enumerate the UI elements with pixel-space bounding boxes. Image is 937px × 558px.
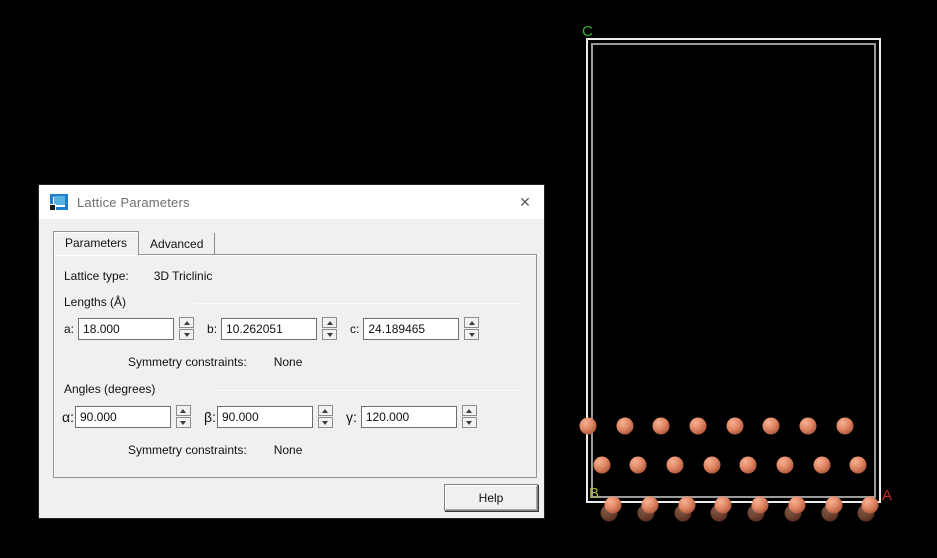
angles-fields-row: α: β: γ: xyxy=(62,405,477,428)
length-b-input[interactable] xyxy=(221,317,318,340)
atom[interactable] xyxy=(762,417,780,435)
atom[interactable] xyxy=(666,456,684,474)
lengths-divider xyxy=(195,303,521,304)
length-c-label: c: xyxy=(350,321,360,336)
atom[interactable] xyxy=(703,456,721,474)
length-a-input[interactable] xyxy=(78,317,175,340)
angle-gamma-label: γ: xyxy=(345,408,357,425)
symmetry-constraints-value: None xyxy=(273,443,303,457)
tab-advanced[interactable]: Advanced xyxy=(139,233,216,254)
atom[interactable] xyxy=(825,496,843,514)
length-c-spinner xyxy=(464,317,480,340)
atom[interactable] xyxy=(799,417,817,435)
angles-symmetry-row: Symmetry constraints: None xyxy=(128,443,302,457)
atom[interactable] xyxy=(641,496,659,514)
atom[interactable] xyxy=(788,496,806,514)
spinner-down-button[interactable] xyxy=(175,417,191,428)
lengths-symmetry-row: Symmetry constraints: None xyxy=(128,355,302,369)
symmetry-constraints-label: Symmetry constraints: xyxy=(128,443,247,457)
atom[interactable] xyxy=(629,456,647,474)
atom[interactable] xyxy=(652,417,670,435)
down-arrow-icon xyxy=(466,420,473,425)
up-arrow-icon xyxy=(322,408,329,413)
atom[interactable] xyxy=(604,496,622,514)
spinner-up-button[interactable] xyxy=(322,317,338,328)
length-c-input[interactable] xyxy=(363,317,460,340)
spinner-down-button[interactable] xyxy=(322,329,338,340)
lattice-cell-front-edges xyxy=(586,38,881,503)
atom[interactable] xyxy=(616,417,634,435)
angle-gamma-input[interactable] xyxy=(360,405,457,428)
lengths-fields-row: a: b: c: xyxy=(64,317,480,340)
down-arrow-icon xyxy=(322,420,329,425)
length-b-spinner xyxy=(322,317,338,340)
angle-beta-input[interactable] xyxy=(216,405,313,428)
lattice-type-value: 3D Triclinic xyxy=(153,269,213,283)
spinner-up-button[interactable] xyxy=(464,317,480,328)
up-arrow-icon xyxy=(326,320,333,325)
atom[interactable] xyxy=(689,417,707,435)
spinner-up-button[interactable] xyxy=(317,405,333,416)
dialog-titlebar[interactable]: Lattice Parameters ✕ xyxy=(39,185,544,219)
angles-section-header: Angles (degrees) xyxy=(64,382,156,396)
atom[interactable] xyxy=(593,456,611,474)
up-arrow-icon xyxy=(183,320,190,325)
length-b-label: b: xyxy=(207,321,218,336)
dialog-title: Lattice Parameters xyxy=(77,194,190,210)
spinner-up-button[interactable] xyxy=(461,405,477,416)
lengths-section-header: Lengths (Å) xyxy=(64,295,127,309)
lattice-parameters-dialog: Lattice Parameters ✕ Parameters Advanced… xyxy=(38,184,545,519)
spinner-down-button[interactable] xyxy=(464,329,480,340)
angle-alpha-input[interactable] xyxy=(74,405,171,428)
up-arrow-icon xyxy=(180,408,187,413)
down-arrow-icon xyxy=(180,420,187,425)
parameters-tab-page: Lattice type: 3D Triclinic Lengths (Å) a… xyxy=(53,254,537,478)
atom[interactable] xyxy=(813,456,831,474)
up-arrow-icon xyxy=(466,408,473,413)
axis-label-a: A xyxy=(882,487,893,504)
lattice-type-label: Lattice type: xyxy=(64,269,129,283)
up-arrow-icon xyxy=(468,320,475,325)
angle-beta-spinner xyxy=(317,405,333,428)
lattice-type-row: Lattice type: 3D Triclinic xyxy=(64,269,212,283)
down-arrow-icon xyxy=(326,332,333,337)
tab-strip: Parameters Advanced xyxy=(53,230,216,255)
angles-divider xyxy=(217,390,521,391)
angle-beta-label: β: xyxy=(203,408,216,425)
atom[interactable] xyxy=(751,496,769,514)
close-icon[interactable]: ✕ xyxy=(519,193,531,210)
spinner-down-button[interactable] xyxy=(317,417,333,428)
help-button[interactable]: Help xyxy=(444,484,538,511)
down-arrow-icon xyxy=(183,332,190,337)
angle-alpha-label: α: xyxy=(62,408,74,425)
down-arrow-icon xyxy=(468,332,475,337)
length-a-label: a: xyxy=(64,321,75,336)
atom[interactable] xyxy=(849,456,867,474)
lattice-app-icon xyxy=(49,193,68,211)
atom[interactable] xyxy=(739,456,757,474)
atom[interactable] xyxy=(726,417,744,435)
axis-label-c: C xyxy=(582,23,593,40)
atom[interactable] xyxy=(714,496,732,514)
angle-alpha-spinner xyxy=(175,405,191,428)
symmetry-constraints-label: Symmetry constraints: xyxy=(128,355,247,369)
tab-parameters[interactable]: Parameters xyxy=(53,231,140,255)
length-a-spinner xyxy=(179,317,195,340)
lattice-cell-back-edges xyxy=(591,43,876,498)
atom[interactable] xyxy=(776,456,794,474)
spinner-down-button[interactable] xyxy=(179,329,195,340)
atom[interactable] xyxy=(836,417,854,435)
axis-label-b: B xyxy=(589,485,600,502)
symmetry-constraints-value: None xyxy=(273,355,303,369)
spinner-up-button[interactable] xyxy=(175,405,191,416)
atom[interactable] xyxy=(579,417,597,435)
spinner-down-button[interactable] xyxy=(461,417,477,428)
spinner-up-button[interactable] xyxy=(179,317,195,328)
angle-gamma-spinner xyxy=(461,405,477,428)
atom[interactable] xyxy=(861,496,879,514)
atom[interactable] xyxy=(678,496,696,514)
